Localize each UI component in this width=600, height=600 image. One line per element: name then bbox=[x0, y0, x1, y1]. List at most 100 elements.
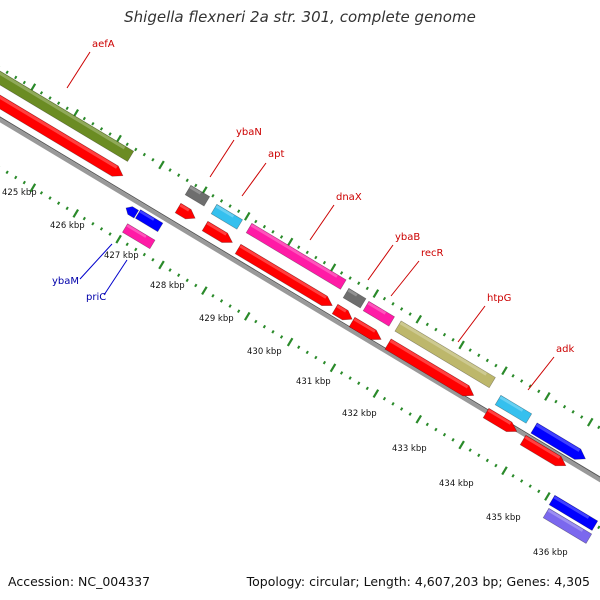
kbp-label: 430 kbp bbox=[247, 347, 282, 357]
cds-arrow-dnaX-shine bbox=[239, 244, 327, 299]
outer-major-tick bbox=[329, 263, 337, 273]
gene-bar-dnaX-shape bbox=[245, 222, 347, 290]
cds-arrow-next bbox=[519, 434, 567, 467]
outer-minor-tick bbox=[382, 296, 387, 301]
cds-arrow-ybaN-shape bbox=[174, 202, 196, 220]
outer-minor-tick bbox=[39, 91, 44, 95]
gene-bar-ybaN-shine bbox=[189, 185, 202, 195]
kbp-label: 429 kbp bbox=[199, 314, 234, 324]
gene-bar-blue-lower-shape bbox=[548, 494, 599, 531]
outer-minor-tick bbox=[254, 219, 258, 224]
gene-bar-ybaM-head bbox=[125, 204, 140, 219]
outer-minor-tick bbox=[168, 168, 172, 172]
inner-minor-tick bbox=[108, 232, 112, 236]
outer-minor-tick bbox=[322, 260, 327, 265]
inner-minor-tick bbox=[168, 268, 172, 272]
kbp-label: 426 kbp bbox=[50, 221, 85, 231]
kbp-label: 425 kbp bbox=[2, 188, 37, 198]
cds-arrow-aefA-shine bbox=[0, 91, 118, 169]
accession-text: Accession: NC_004337 bbox=[8, 574, 151, 589]
gene-bar-ybaM-head-shine bbox=[127, 204, 131, 208]
cds-arrow-apt-shine bbox=[206, 221, 227, 236]
outer-tick-track bbox=[0, 66, 600, 430]
inner-minor-tick bbox=[408, 412, 412, 416]
outer-major-tick bbox=[286, 237, 294, 247]
outer-minor-tick bbox=[48, 96, 52, 100]
gene-bar-ybaN bbox=[184, 184, 211, 207]
outer-minor-tick bbox=[391, 302, 395, 306]
inner-major-tick bbox=[501, 466, 508, 476]
outer-minor-tick bbox=[339, 271, 344, 275]
cds-arrow-aefA bbox=[0, 90, 124, 177]
cds-arrow-dnaX-shape bbox=[234, 243, 333, 306]
cds-arrow-apt-shape bbox=[201, 220, 233, 243]
inner-minor-tick bbox=[262, 324, 267, 329]
inner-minor-tick bbox=[442, 432, 447, 437]
inner-major-tick bbox=[158, 260, 165, 270]
gene-bar-ybaB-shape bbox=[342, 287, 367, 309]
inner-minor-tick bbox=[219, 299, 224, 303]
gene-bar-ybaM-head-shape bbox=[125, 206, 140, 219]
gene-bar-priC-shape bbox=[122, 223, 156, 250]
inner-minor-tick bbox=[434, 427, 438, 432]
outer-minor-tick bbox=[14, 75, 18, 80]
gene-bar-ybaM-shape bbox=[135, 209, 164, 233]
gene-bar-ybaM bbox=[135, 209, 164, 233]
inner-major-tick bbox=[544, 492, 551, 501]
outer-minor-tick bbox=[177, 173, 181, 177]
outer-minor-tick bbox=[580, 415, 584, 419]
outer-minor-tick bbox=[228, 204, 232, 208]
outer-minor-tick bbox=[451, 338, 455, 342]
gene-leader-ybaN bbox=[209, 139, 235, 178]
inner-minor-tick bbox=[357, 381, 361, 386]
cds-arrow-ybaB-shape bbox=[331, 303, 353, 321]
outer-major-tick bbox=[415, 314, 423, 324]
gene-leader-recR bbox=[390, 260, 420, 297]
outer-minor-tick bbox=[151, 157, 155, 162]
inner-minor-tick bbox=[211, 293, 215, 298]
gene-bar-ybaN-shape bbox=[184, 184, 211, 207]
gene-bar-recR-shine bbox=[367, 301, 387, 315]
inner-minor-tick bbox=[228, 304, 232, 308]
outer-minor-tick bbox=[434, 327, 438, 332]
outer-minor-tick bbox=[425, 322, 429, 327]
inner-minor-tick bbox=[134, 247, 138, 252]
cds-arrow-recR-shape bbox=[348, 316, 382, 340]
gene-bar-aefA-shape bbox=[0, 66, 135, 162]
gene-label-recR: recR bbox=[421, 248, 444, 259]
inner-minor-tick bbox=[5, 170, 9, 175]
gene-label-dnaX: dnaX bbox=[336, 192, 362, 203]
cds-arrow-apt bbox=[201, 220, 233, 243]
kbp-label: 433 kbp bbox=[392, 444, 427, 454]
outer-major-tick bbox=[458, 340, 465, 350]
outer-minor-tick bbox=[237, 209, 241, 214]
inner-major-tick bbox=[286, 337, 294, 347]
outer-minor-tick bbox=[562, 404, 567, 409]
inner-minor-tick bbox=[520, 479, 524, 483]
outer-minor-tick bbox=[271, 229, 275, 234]
outer-major-tick bbox=[372, 289, 380, 298]
inner-minor-tick bbox=[65, 206, 69, 211]
kbp-label: 427 kbp bbox=[104, 251, 139, 261]
outer-minor-tick bbox=[348, 276, 352, 280]
outer-minor-tick bbox=[485, 358, 489, 363]
outer-minor-tick bbox=[357, 281, 361, 286]
gene-bar-blue-lower-shine bbox=[553, 495, 590, 519]
gene-bar-ybaB bbox=[342, 287, 367, 309]
outer-minor-tick bbox=[56, 101, 61, 105]
outer-minor-tick bbox=[99, 127, 104, 131]
cds-arrow-ybaN bbox=[174, 202, 196, 220]
outer-minor-tick bbox=[511, 374, 515, 378]
inner-major-tick bbox=[115, 234, 122, 244]
gene-label-htpG: htpG bbox=[487, 293, 511, 304]
kbp-label: 428 kbp bbox=[150, 281, 185, 291]
inner-minor-tick bbox=[382, 396, 387, 401]
outer-minor-tick bbox=[22, 80, 26, 85]
outer-minor-tick bbox=[305, 250, 309, 255]
gene-bar-slate-shape bbox=[542, 507, 593, 544]
inner-minor-tick bbox=[14, 175, 18, 180]
gene-bar-ybaB-shine bbox=[347, 288, 358, 297]
inner-minor-tick bbox=[468, 448, 472, 452]
outer-minor-tick bbox=[408, 312, 412, 316]
